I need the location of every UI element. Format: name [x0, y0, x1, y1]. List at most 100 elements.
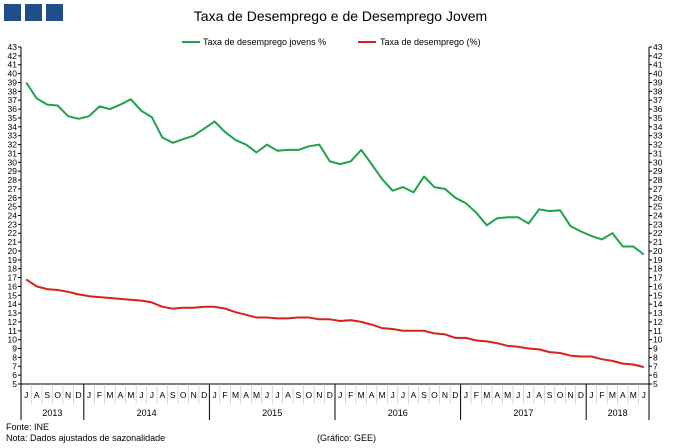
y-tick-label-right: 36	[653, 104, 663, 114]
x-tick-label: F	[348, 390, 353, 400]
x-tick-label: A	[494, 390, 500, 400]
y-tick-label-right: 15	[653, 290, 663, 300]
y-tick-label-left: 25	[8, 202, 18, 212]
y-tick-label-left: 34	[8, 122, 18, 132]
y-tick-label-right: 11	[653, 326, 662, 336]
y-tick-label-right: 42	[653, 51, 663, 61]
y-tick-label-right: 32	[653, 140, 663, 150]
x-tick-label: M	[630, 390, 637, 400]
year-label: 2017	[513, 408, 533, 418]
x-tick-label: J	[464, 390, 468, 400]
x-tick-label: M	[609, 390, 616, 400]
x-tick-label: J	[150, 390, 154, 400]
x-tick-label: N	[65, 390, 71, 400]
year-label: 2013	[42, 408, 62, 418]
y-tick-label-right: 43	[653, 42, 663, 52]
y-tick-label-left: 20	[8, 246, 18, 256]
x-tick-label: N	[316, 390, 322, 400]
y-tick-label-right: 41	[653, 60, 663, 70]
x-tick-label: M	[504, 390, 511, 400]
x-tick-label: J	[213, 390, 217, 400]
y-tick-label-right: 30	[653, 157, 663, 167]
y-tick-label-left: 32	[8, 140, 18, 150]
y-tick-label-right: 7	[653, 361, 658, 371]
unemployment-line	[25, 278, 645, 369]
y-tick-label-left: 27	[8, 184, 18, 194]
y-tick-label-right: 19	[653, 255, 663, 265]
x-tick-label: S	[547, 390, 553, 400]
footer-note: Nota: Dados ajustados de sazonalidade	[6, 433, 166, 443]
y-tick-label-left: 28	[8, 175, 18, 185]
y-tick-label-right: 16	[653, 281, 663, 291]
youth-unemployment-line	[25, 81, 645, 256]
x-tick-label: M	[127, 390, 134, 400]
y-tick-label-left: 12	[8, 317, 18, 327]
x-tick-label: D	[201, 390, 207, 400]
x-tick-label: O	[54, 390, 61, 400]
x-tick-label: O	[306, 390, 313, 400]
y-tick-label-left: 19	[8, 255, 18, 265]
y-tick-label-right: 33	[653, 131, 663, 141]
legend-label: Taxa de desemprego (%)	[380, 37, 481, 47]
x-tick-label: S	[170, 390, 176, 400]
x-tick-label: N	[191, 390, 197, 400]
y-tick-label-right: 31	[653, 148, 663, 158]
x-tick-label: M	[483, 390, 490, 400]
x-tick-label: J	[527, 390, 531, 400]
x-tick-label: S	[421, 390, 427, 400]
year-label: 2018	[608, 408, 628, 418]
x-tick-label: J	[24, 390, 28, 400]
y-tick-label-left: 11	[8, 326, 17, 336]
x-tick-label: F	[222, 390, 227, 400]
x-tick-label: M	[253, 390, 260, 400]
y-tick-label-right: 14	[653, 299, 663, 309]
x-tick-label: J	[338, 390, 342, 400]
y-tick-label-left: 22	[8, 228, 18, 238]
x-tick-label: S	[44, 390, 50, 400]
y-tick-label-left: 14	[8, 299, 18, 309]
y-tick-label-left: 30	[8, 157, 18, 167]
y-tick-label-right: 25	[653, 202, 663, 212]
x-tick-label: N	[567, 390, 573, 400]
y-tick-label-right: 34	[653, 122, 663, 132]
y-tick-label-left: 31	[8, 148, 18, 158]
y-tick-label-left: 39	[8, 77, 18, 87]
x-tick-label: F	[474, 390, 479, 400]
y-tick-label-left: 26	[8, 193, 18, 203]
x-tick-label: J	[401, 390, 405, 400]
y-tick-label-left: 40	[8, 69, 18, 79]
y-tick-label-right: 22	[653, 228, 663, 238]
x-tick-label: J	[87, 390, 91, 400]
y-tick-label-left: 13	[8, 308, 18, 318]
x-tick-label: M	[358, 390, 365, 400]
y-tick-label-left: 35	[8, 113, 18, 123]
x-tick-label: A	[536, 390, 542, 400]
y-tick-label-right: 23	[653, 219, 663, 229]
y-tick-label-left: 10	[8, 335, 18, 345]
logo	[4, 4, 64, 21]
x-tick-label: J	[589, 390, 593, 400]
y-tick-label-right: 9	[653, 344, 658, 354]
y-tick-label-right: 37	[653, 95, 663, 105]
y-tick-label-right: 17	[653, 273, 663, 283]
x-tick-label: A	[620, 390, 626, 400]
y-tick-label-right: 8	[653, 352, 658, 362]
y-tick-label-right: 18	[653, 264, 663, 274]
y-tick-label-left: 8	[12, 352, 17, 362]
y-tick-label-left: 33	[8, 131, 18, 141]
x-tick-label: O	[557, 390, 564, 400]
x-tick-label: F	[97, 390, 102, 400]
x-tick-label: J	[265, 390, 269, 400]
x-tick-label: D	[578, 390, 584, 400]
footer-source: Fonte: INE	[6, 422, 50, 432]
x-tick-label: J	[390, 390, 394, 400]
x-tick-label: A	[285, 390, 291, 400]
y-tick-label-left: 17	[8, 273, 18, 283]
y-tick-label-left: 15	[8, 290, 18, 300]
y-tick-label-right: 12	[653, 317, 663, 327]
y-tick-label-left: 5	[12, 379, 17, 389]
y-tick-label-left: 6	[12, 370, 17, 380]
x-tick-label: A	[34, 390, 40, 400]
x-tick-label: D	[75, 390, 81, 400]
x-tick-label: D	[452, 390, 458, 400]
